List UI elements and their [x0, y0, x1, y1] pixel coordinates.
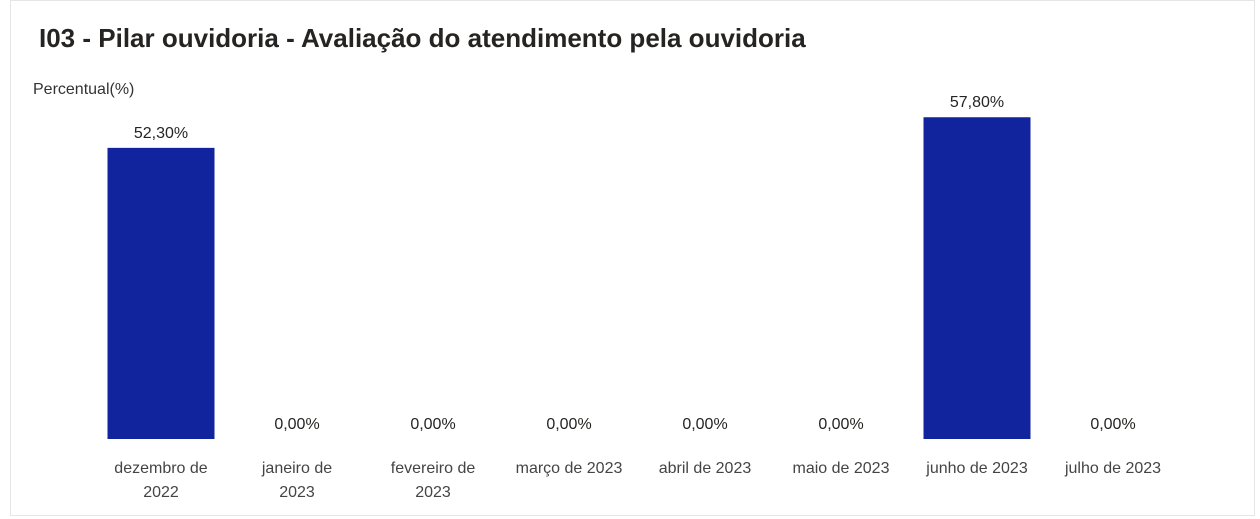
- x-tick-label-7: julho de 2023: [1064, 460, 1161, 477]
- x-tick-label-4: abril de 2023: [659, 460, 752, 477]
- x-tick-label-5: maio de 2023: [793, 460, 890, 477]
- x-tick-label-0: dezembro de 2022: [114, 460, 207, 501]
- data-label-3: 0,00%: [546, 416, 591, 433]
- x-axis-labels-group: dezembro de 2022 janeiro de 2023 fevereiro d…: [114, 460, 1161, 501]
- data-label-1: 0,00%: [274, 416, 319, 433]
- x-tick-label-3: março de 2023: [516, 460, 623, 477]
- chart-card: I03 - Pilar ouvidoria - Avaliação do ate…: [10, 0, 1255, 516]
- bars-group: [107, 117, 1031, 439]
- bar-0[interactable]: [107, 147, 215, 439]
- x-tick-label-1: janeiro de 2023: [261, 460, 332, 501]
- data-label-6: 57,80%: [950, 94, 1004, 111]
- x-tick-label-6: junho de 2023: [925, 460, 1028, 477]
- data-label-0: 52,30%: [134, 125, 188, 142]
- x-tick-label-2: fevereiro de 2023: [391, 460, 476, 501]
- data-label-5: 0,00%: [818, 416, 863, 433]
- chart-title: I03 - Pilar ouvidoria - Avaliação do ate…: [39, 23, 806, 53]
- data-label-2: 0,00%: [410, 416, 455, 433]
- y-axis-label: Percentual(%): [33, 81, 135, 98]
- bar-6[interactable]: [923, 117, 1031, 439]
- data-labels-group: 52,30% 0,00% 0,00% 0,00% 0,00% 0,00% 57,80% 0,0…: [134, 94, 1136, 433]
- data-label-7: 0,00%: [1090, 416, 1135, 433]
- data-label-4: 0,00%: [682, 416, 727, 433]
